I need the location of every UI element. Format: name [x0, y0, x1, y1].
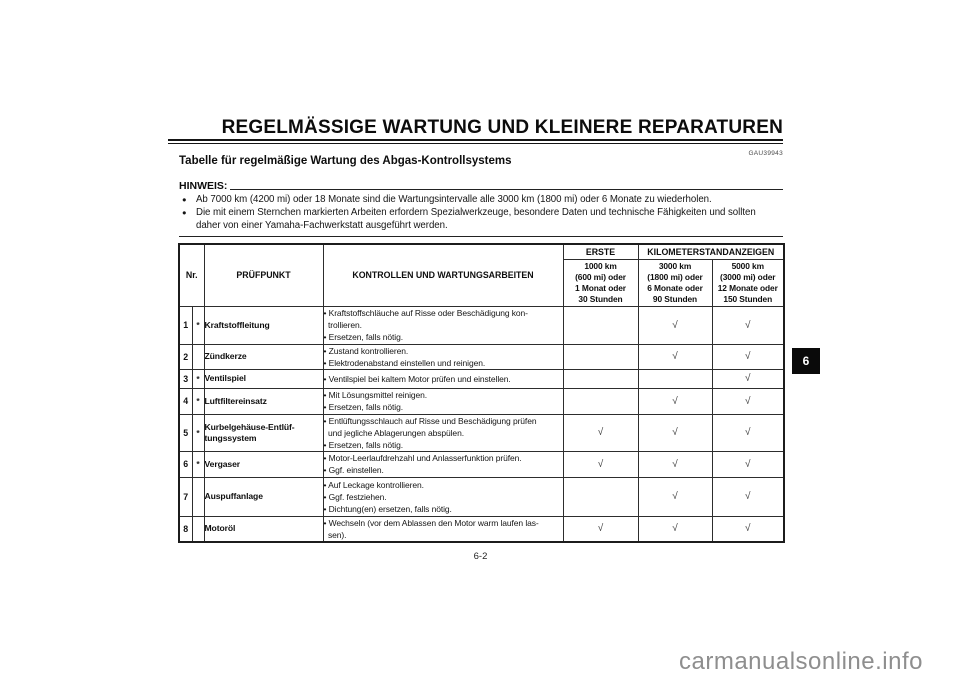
- table-row: 8 Motoröl • Wechseln (vor dem Ablassen d…: [178, 515, 785, 543]
- star-cell: [191, 515, 205, 543]
- section-title: Tabelle für regelmäßige Wartung des Abga…: [179, 155, 512, 167]
- table-header-row-intervals: 1000 km (600 mi) oder 1 Monat oder 30 St…: [179, 258, 785, 307]
- check-5000km-cell: √: [711, 476, 785, 517]
- check-5000km-cell: √: [711, 450, 785, 478]
- check-3000km-cell: √: [637, 476, 713, 517]
- check-1000km-cell: [562, 387, 639, 415]
- row-number-cell: 1: [178, 305, 193, 345]
- check-3000km-cell: √: [637, 515, 713, 543]
- inspection-item-cell: Vergaser: [203, 450, 324, 478]
- title-rule-top: [168, 139, 783, 141]
- row-number-cell: 6: [178, 450, 193, 478]
- check-1000km-cell: √: [562, 413, 639, 452]
- check-5000km-cell: √: [711, 305, 785, 345]
- tasks-cell: • Mit Lösungsmittel reinigen. • Ersetzen…: [322, 387, 564, 415]
- note-list: ● Ab 7000 km (4200 mi) oder 18 Monate si…: [179, 194, 785, 233]
- tasks-cell: • Motor-Leerlaufdrehzahl und Anlasserfun…: [322, 450, 564, 478]
- tasks-cell: • Auf Leckage kontrollieren. • Ggf. fest…: [322, 476, 564, 517]
- check-3000km-cell: [637, 368, 713, 389]
- page-title: REGELMÄSSIGE WARTUNG UND KLEINERE REPARA…: [221, 117, 783, 138]
- note-text: Ab 7000 km (4200 mi) oder 18 Monate sind…: [196, 194, 712, 205]
- check-1000km-cell: √: [562, 515, 639, 543]
- note-closing-rule: [179, 236, 783, 237]
- table-row: 2 Zündkerze • Zustand kontrollieren. • E…: [178, 343, 785, 370]
- note-header: HINWEIS:: [179, 180, 783, 192]
- table-row: 7 Auspuffanlage • Auf Leckage kontrollie…: [178, 476, 785, 517]
- header-pruefpunkt: PRÜFPUNKT: [203, 243, 324, 307]
- star-cell: *: [191, 305, 205, 345]
- bullet-icon: ●: [182, 207, 187, 217]
- inspection-item-cell: Zündkerze: [203, 343, 324, 370]
- note-rule: [230, 188, 783, 190]
- check-1000km-cell: [562, 305, 639, 345]
- star-cell: [191, 343, 205, 370]
- table-row: 4 * Luftfiltereinsatz • Mit Lösungsmitte…: [178, 387, 785, 415]
- table-row: 3 * Ventilspiel • Ventilspiel bei kaltem…: [178, 368, 785, 389]
- header-kontrollen: KONTROLLEN UND WARTUNGSARBEITEN: [322, 243, 564, 307]
- header-interval-3000km: 3000 km (1800 mi) oder 6 Monate oder 90 …: [637, 258, 713, 307]
- star-cell: *: [191, 387, 205, 415]
- row-number-cell: 7: [178, 476, 193, 517]
- table-header-row-top: Nr. PRÜFPUNKT KONTROLLEN UND WARTUNGSARB…: [178, 243, 785, 307]
- header-kilometerstand: KILOMETERSTANDANZEIGEN: [637, 243, 785, 260]
- note-item: ● Ab 7000 km (4200 mi) oder 18 Monate si…: [179, 194, 785, 207]
- inspection-item-cell: Motoröl: [203, 515, 324, 543]
- tasks-cell: • Kraftstoffschläuche auf Risse oder Bes…: [322, 305, 564, 345]
- check-1000km-cell: √: [562, 450, 639, 478]
- row-number-cell: 8: [178, 515, 193, 543]
- header-nr: Nr.: [178, 243, 205, 307]
- maintenance-table-wrapper: Nr. PRÜFPUNKT KONTROLLEN UND WARTUNGSARB…: [178, 243, 785, 543]
- check-1000km-cell: [562, 343, 639, 370]
- header-interval-1000km: 1000 km (600 mi) oder 1 Monat oder 30 St…: [562, 258, 639, 307]
- maintenance-table: Nr. PRÜFPUNKT KONTROLLEN UND WARTUNGSARB…: [178, 243, 785, 543]
- table-row: 1 * Kraftstoffleitung • Kraftstoffschläu…: [178, 305, 785, 345]
- check-3000km-cell: √: [637, 413, 713, 452]
- inspection-item-cell: Kurbelgehäuse-Entlüf- tungssystem: [203, 413, 324, 452]
- tasks-cell: • Wechseln (vor dem Ablassen den Motor w…: [322, 515, 564, 543]
- note-label: HINWEIS:: [179, 180, 228, 192]
- check-5000km-cell: √: [711, 387, 785, 415]
- doc-code: GAU39943: [748, 150, 783, 157]
- star-cell: *: [191, 368, 205, 389]
- check-3000km-cell: √: [637, 387, 713, 415]
- check-5000km-cell: √: [711, 413, 785, 452]
- row-number-cell: 3: [178, 368, 193, 389]
- check-3000km-cell: √: [637, 450, 713, 478]
- bullet-icon: ●: [182, 195, 187, 204]
- header-interval-5000km: 5000 km (3000 mi) oder 12 Monate oder 15…: [711, 258, 785, 307]
- row-number-cell: 5: [178, 413, 193, 452]
- star-cell: *: [191, 450, 205, 478]
- table-row: 5 * Kurbelgehäuse-Entlüf- tungssystem • …: [178, 413, 785, 452]
- table-row: 6 * Vergaser • Motor-Leerlaufdrehzahl un…: [178, 450, 785, 478]
- watermark: carmanualsonline.info: [679, 648, 923, 675]
- note-item: ● Die mit einem Sternchen markierten Arb…: [179, 207, 785, 233]
- check-1000km-cell: [562, 476, 639, 517]
- note-text: Die mit einem Sternchen markierten Arbei…: [196, 206, 756, 231]
- check-5000km-cell: √: [711, 515, 785, 543]
- row-number-cell: 2: [178, 343, 193, 370]
- check-5000km-cell: √: [711, 368, 785, 389]
- check-1000km-cell: [562, 368, 639, 389]
- star-cell: [191, 476, 205, 517]
- chapter-tab: 6: [792, 348, 820, 374]
- tasks-cell: • Zustand kontrollieren. • Elektrodenabs…: [322, 343, 564, 370]
- star-cell: *: [191, 413, 205, 452]
- title-rule-bottom: [168, 143, 783, 144]
- inspection-item-cell: Auspuffanlage: [203, 476, 324, 517]
- inspection-item-cell: Luftfiltereinsatz: [203, 387, 324, 415]
- page-number: 6-2: [473, 551, 488, 562]
- row-number-cell: 4: [178, 387, 193, 415]
- tasks-cell: • Entlüftungsschlauch auf Risse und Besc…: [322, 413, 564, 452]
- check-5000km-cell: √: [711, 343, 785, 370]
- inspection-item-cell: Kraftstoffleitung: [203, 305, 324, 345]
- header-erste: ERSTE: [562, 243, 639, 260]
- check-3000km-cell: √: [637, 305, 713, 345]
- inspection-item-cell: Ventilspiel: [203, 368, 324, 389]
- check-3000km-cell: √: [637, 343, 713, 370]
- tasks-cell: • Ventilspiel bei kaltem Motor prüfen un…: [322, 368, 564, 389]
